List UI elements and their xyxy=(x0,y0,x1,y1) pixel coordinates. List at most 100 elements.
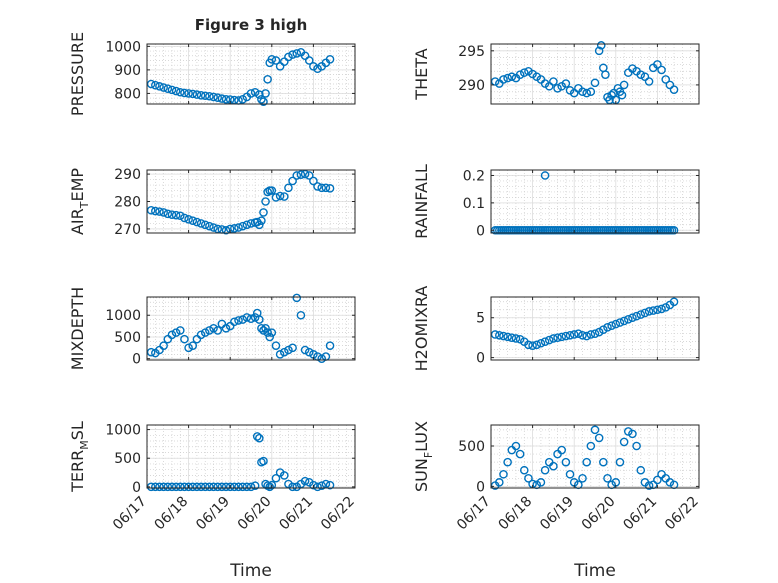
data-point xyxy=(304,56,314,65)
data-point xyxy=(578,474,587,483)
data-point xyxy=(619,437,629,447)
data-point xyxy=(279,57,289,66)
data-point xyxy=(159,83,168,92)
data-point xyxy=(490,77,500,86)
data-point xyxy=(507,72,517,82)
data-point xyxy=(619,316,629,326)
y-tick-label: 0 xyxy=(476,351,485,367)
data-point xyxy=(544,335,554,345)
data-point xyxy=(582,331,591,341)
data-point xyxy=(603,322,612,332)
data-point xyxy=(257,216,266,225)
data-point xyxy=(217,482,227,492)
x-tick-label: 06/21 xyxy=(276,494,316,534)
panel-terr-msl: 0 500 1000 06/17 06/18 06/19 06/20 06/21 06/22 TE… xyxy=(68,421,358,533)
data-point xyxy=(155,482,164,492)
data-point xyxy=(325,480,335,490)
data-point xyxy=(632,441,641,451)
data-point xyxy=(242,482,252,492)
data-point xyxy=(528,341,537,350)
data-point xyxy=(209,223,218,232)
data-point xyxy=(238,315,247,324)
data-point xyxy=(503,73,512,83)
plot-area xyxy=(147,425,355,488)
panel-sun-flux: 0 500 06/17 06/18 06/19 06/20 06/21 06/22 SUNFLU… xyxy=(412,421,702,533)
data-point xyxy=(540,171,550,180)
data-point xyxy=(657,304,666,314)
data-point xyxy=(599,325,608,335)
y-tick-label: 0 xyxy=(132,480,141,496)
data-point xyxy=(175,211,185,221)
data-point xyxy=(234,223,243,232)
data-point xyxy=(540,337,550,346)
data-point xyxy=(325,184,335,193)
data-point xyxy=(292,293,302,303)
data-point xyxy=(561,331,571,341)
y-tick-label: 500 xyxy=(114,451,141,467)
data-point xyxy=(578,330,587,340)
data-point xyxy=(188,482,198,492)
y-tick-label: 290 xyxy=(458,78,485,94)
data-point xyxy=(200,220,210,230)
data-point xyxy=(213,326,223,335)
data-point xyxy=(304,171,314,180)
data-point xyxy=(246,219,256,228)
data-point xyxy=(234,316,243,325)
data-point xyxy=(296,310,306,320)
series-sun-flux xyxy=(490,425,679,490)
data-point xyxy=(661,75,671,84)
y-tick-label: 0 xyxy=(476,223,485,239)
y-tick-label: 1000 xyxy=(105,308,141,324)
axes-box xyxy=(490,43,700,105)
x-tick-label: 06/17 xyxy=(110,494,150,534)
data-point xyxy=(225,482,235,492)
data-point xyxy=(209,323,218,333)
data-point xyxy=(653,60,662,69)
x-tick-label: 06/19 xyxy=(537,494,577,534)
data-point xyxy=(159,208,168,217)
data-point xyxy=(300,345,310,355)
data-point xyxy=(265,332,275,342)
data-point xyxy=(490,330,500,339)
data-point xyxy=(271,473,281,483)
data-point xyxy=(292,49,302,58)
data-point xyxy=(242,313,252,322)
x-axis-label-right: Time xyxy=(573,561,616,581)
data-point xyxy=(628,313,637,323)
data-point xyxy=(246,89,256,98)
data-point xyxy=(279,347,289,357)
x-axis-label-left: Time xyxy=(229,561,272,581)
data-point xyxy=(146,347,156,357)
data-point xyxy=(255,90,264,99)
data-point xyxy=(540,465,550,475)
data-point xyxy=(171,86,181,96)
data-point xyxy=(524,340,533,350)
data-point xyxy=(325,54,335,64)
data-point xyxy=(661,303,671,312)
series-rainfall xyxy=(490,171,679,235)
data-point xyxy=(246,314,256,324)
data-point xyxy=(259,456,268,466)
data-point xyxy=(313,482,322,492)
data-point xyxy=(196,330,206,340)
data-point xyxy=(265,482,275,492)
data-point xyxy=(167,85,177,95)
data-point xyxy=(524,474,533,483)
data-point xyxy=(636,310,646,319)
data-point xyxy=(586,87,596,97)
x-tick-label: 06/22 xyxy=(662,494,702,534)
plot-area xyxy=(491,297,699,360)
data-point xyxy=(184,89,193,98)
data-point xyxy=(259,326,268,335)
data-point xyxy=(586,441,596,451)
data-point xyxy=(257,323,266,333)
data-point xyxy=(644,307,654,316)
panel-theta: 290 295 THETA xyxy=(412,41,700,105)
data-point xyxy=(325,341,335,350)
y-axis-label: TERRMSL xyxy=(68,421,91,493)
y-tick-label: 500 xyxy=(458,439,485,455)
data-point xyxy=(263,74,272,84)
data-point xyxy=(288,482,297,492)
data-point xyxy=(561,457,571,467)
data-point xyxy=(300,476,310,486)
